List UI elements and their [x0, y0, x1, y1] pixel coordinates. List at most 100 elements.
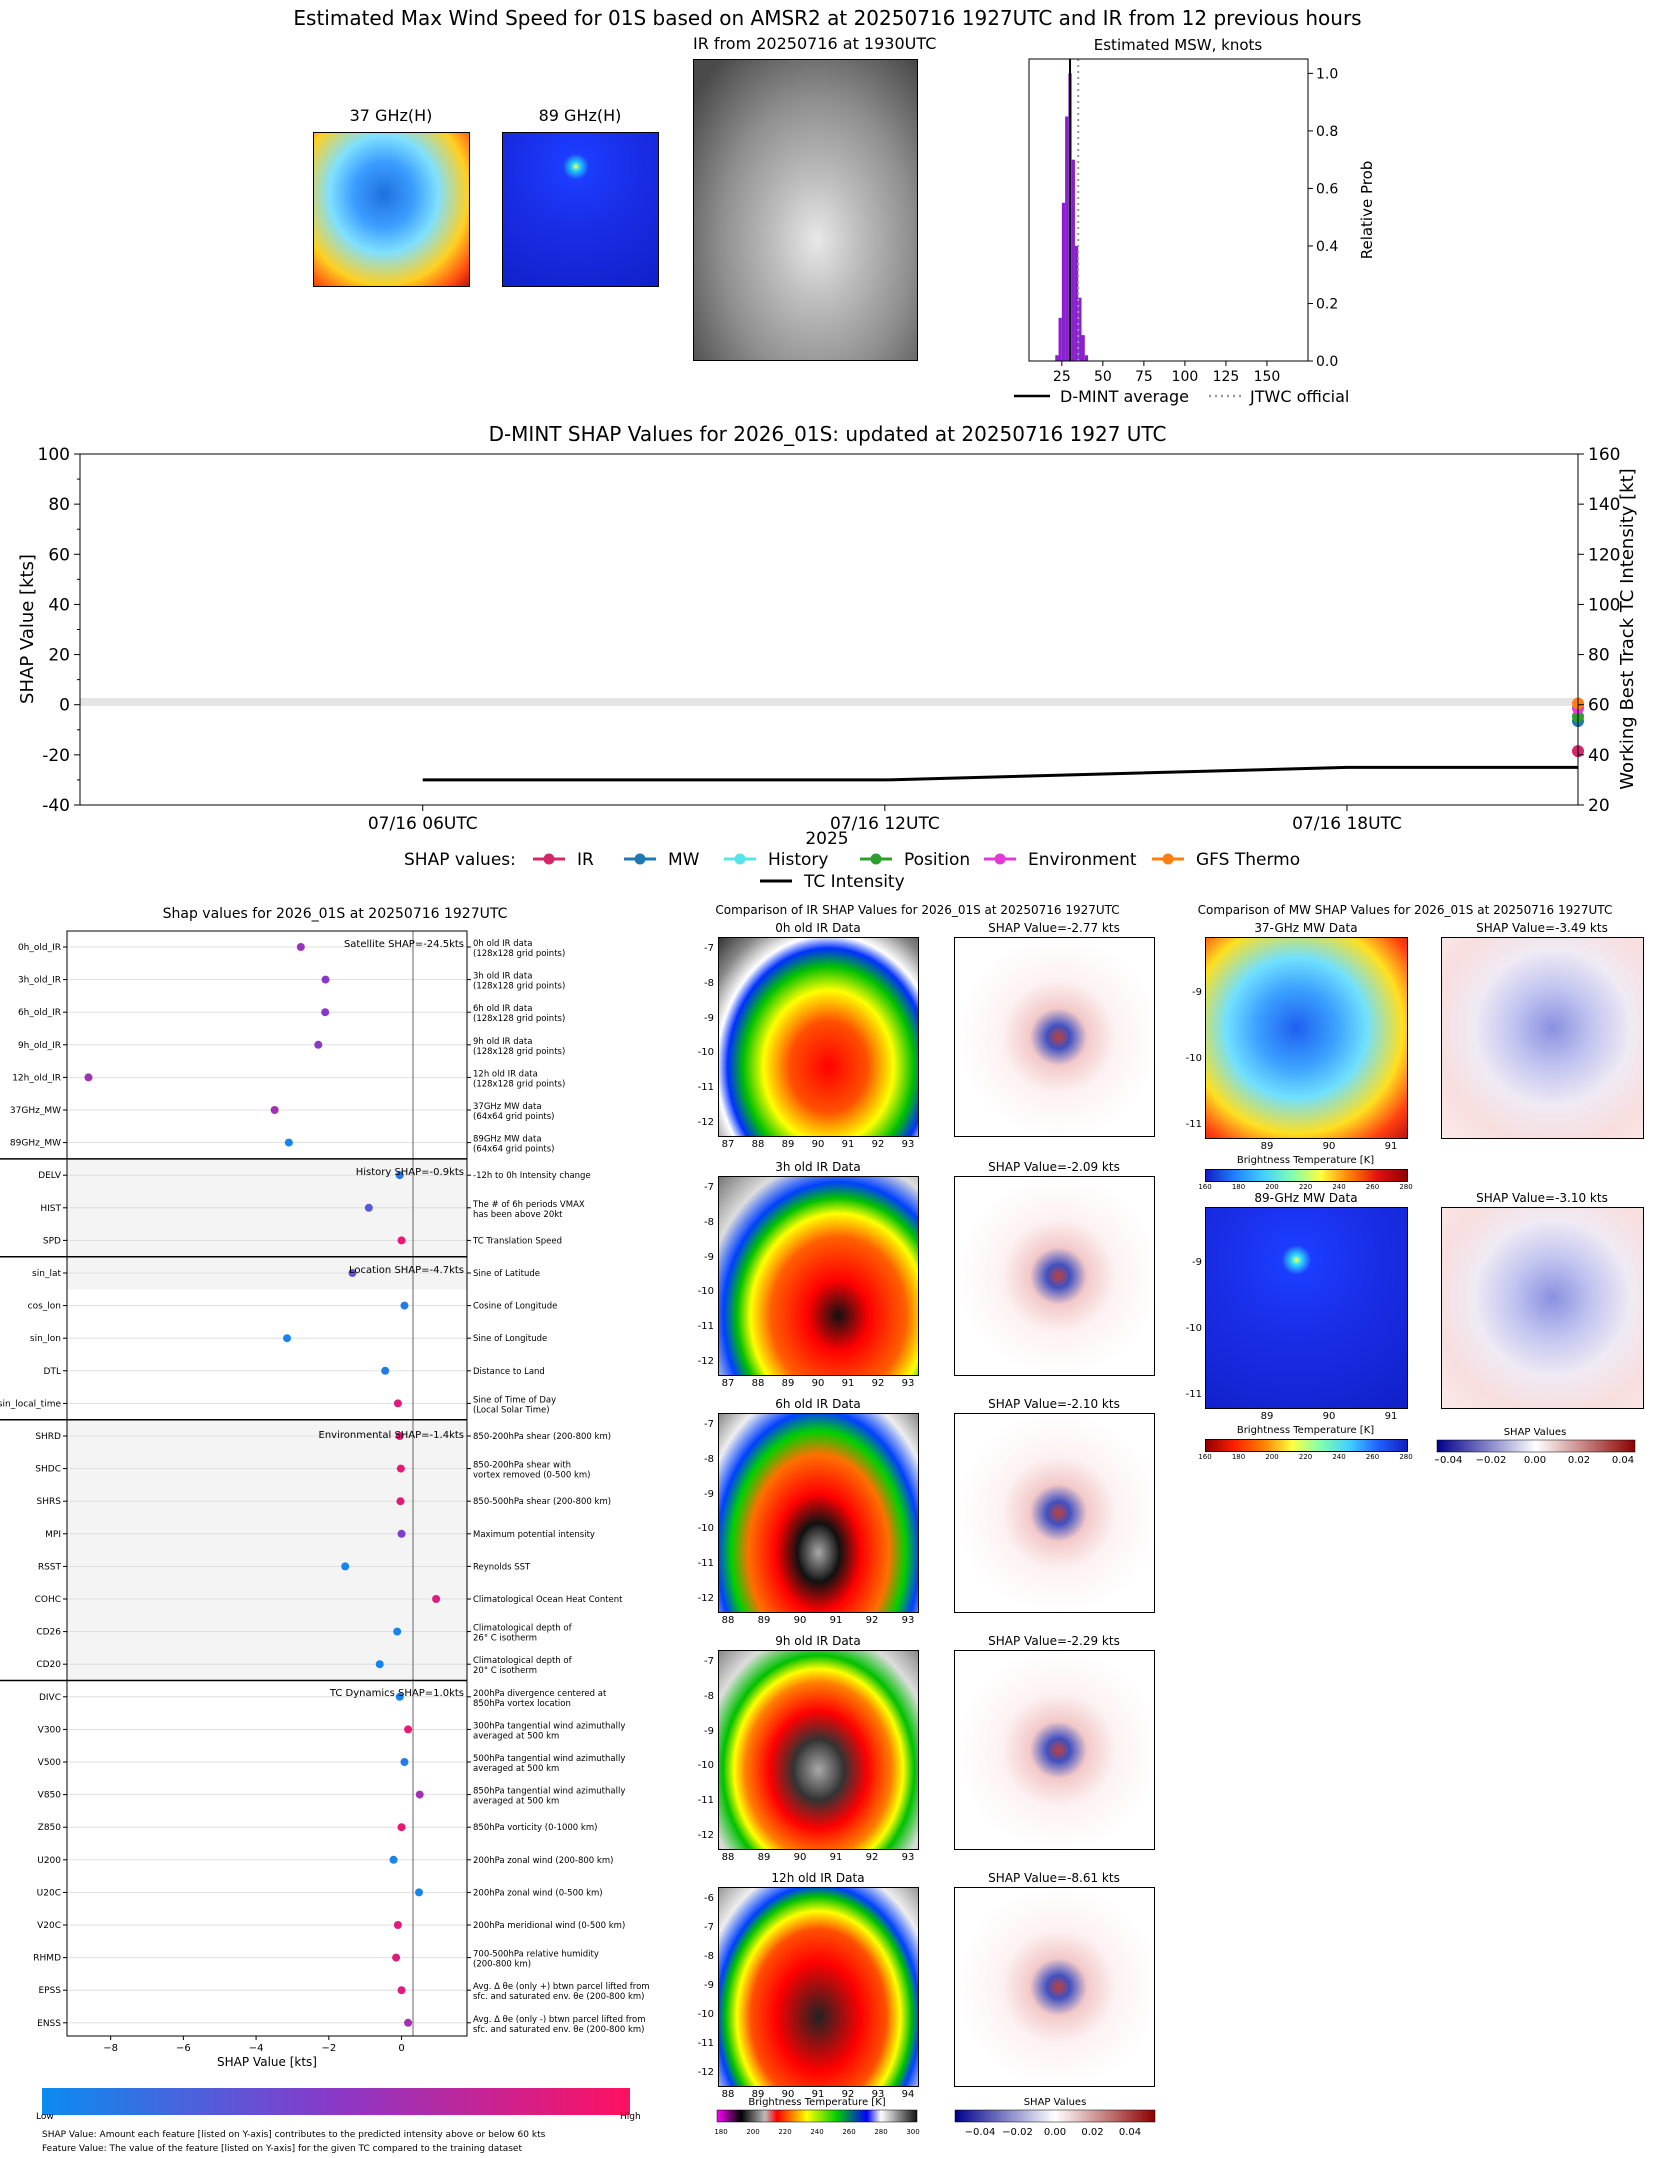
ir-shap-cbar: [954, 2109, 1156, 2123]
ir-ytick: -10: [697, 1286, 714, 1298]
ir-cbar-label: Brightness Temperature [K]: [748, 2097, 885, 2108]
hist-bar: [1081, 335, 1085, 361]
ir-xtick: 93: [901, 1139, 915, 1150]
feature-desc: (64x64 grid points): [473, 1145, 554, 1155]
ir-shap-title: SHAP Value=-2.29 kts: [988, 1634, 1120, 1648]
ir-ytick: -6: [704, 1893, 714, 1904]
hist-bar: [1061, 202, 1066, 361]
feature-point-spd: [397, 1236, 406, 1245]
ts-yticks-right: 160 140 120 100 80 60 40 20: [1578, 445, 1620, 816]
ir-shap-tick: −0.02: [1002, 2127, 1033, 2138]
ir-shap-image: [954, 1176, 1155, 1376]
ir-ytick: -12: [697, 1356, 714, 1367]
ir-ytick: -9: [704, 1725, 714, 1737]
ir-xtick: 92: [871, 1139, 885, 1150]
feature-group-backgrounds: [67, 1158, 467, 1681]
feature-desc: 500hPa tangential wind azimuthally: [473, 1754, 625, 1764]
feature-name: SHRS: [37, 1497, 62, 1507]
feature-point-12h_old_ir: [84, 1073, 93, 1082]
feature-desc: (Local Solar Time): [473, 1405, 550, 1415]
shap-ts-title: D-MINT SHAP Values for 2026_01S: updated…: [488, 422, 1167, 446]
hist-ytick: 0.8: [1316, 124, 1338, 140]
ts-ylabel-right: Working Best Track TC Intensity [kt]: [1617, 468, 1638, 789]
feature-desc: Reynolds SST: [473, 1562, 531, 1572]
ir-shap-tick: 0.02: [1081, 2127, 1103, 2138]
feature-point-rsst: [341, 1562, 350, 1571]
mw-cbar-tick: 160: [1198, 1183, 1212, 1191]
feature-desc: averaged at 500 km: [473, 1797, 559, 1807]
legend-jtwc-label: JTWC official: [1249, 387, 1349, 406]
ir-xtick: 87: [721, 1378, 735, 1389]
ir-xtick: 90: [811, 1378, 825, 1389]
group-label-history: History SHAP=-0.9kts: [356, 1167, 464, 1178]
feature-name: EPSS: [38, 1986, 61, 1996]
feature-name: MPI: [45, 1530, 61, 1540]
feat-xtick: −6: [176, 2043, 191, 2054]
ir-ytick: -7: [704, 943, 714, 954]
ts-xticks: 07/16 06UTC 07/16 12UTC 07/16 18UTC: [368, 805, 1402, 834]
mw-xtick: 91: [1384, 1411, 1398, 1422]
feature-point-9h_old_ir: [314, 1040, 323, 1049]
feature-name: CD26: [36, 1628, 61, 1638]
ir-data-image: [718, 1887, 919, 2087]
feature-desc: 300hPa tangential wind azimuthally: [473, 1721, 625, 1731]
feature-name: sin_lat: [32, 1269, 61, 1279]
legend-marker-position: [870, 853, 882, 865]
feature-name: RSST: [38, 1562, 62, 1572]
hist-bar: [1078, 297, 1082, 361]
mw-cbar-tick: 260: [1365, 1453, 1380, 1461]
ir-xtick: 91: [829, 1615, 843, 1626]
ir-ytick: -11: [697, 1082, 714, 1094]
feature-name: V850: [38, 1791, 62, 1801]
mw-xtick: 89: [1260, 1141, 1274, 1152]
group-separators: [0, 1158, 467, 1682]
ir-xtick: 89: [757, 1615, 771, 1626]
ir-cbar-tick: 300: [906, 2128, 919, 2136]
mw-shap-tick: 0.00: [1524, 1455, 1546, 1465]
feature-desc: 200hPa zonal wind (0-500 km): [473, 1888, 603, 1898]
feature-name: V500: [38, 1758, 62, 1768]
mw-shap-image: [1441, 937, 1644, 1139]
feature-desc: Climatological Ocean Heat Content: [473, 1595, 623, 1605]
ts-ytick-right: 20: [1588, 796, 1610, 816]
feature-name: 3h_old_IR: [18, 976, 61, 986]
ir-ytick: -9: [704, 1012, 714, 1024]
ir-shap-title: SHAP Value=-2.77 kts: [988, 921, 1120, 935]
ts-ytick-right: 60: [1588, 696, 1610, 716]
ir-ytick: -7: [704, 1419, 714, 1430]
ir-ytick: -8: [704, 977, 714, 989]
feature-name: 0h_old_IR: [18, 943, 61, 953]
ir-xtick: 88: [721, 2089, 735, 2100]
feature-desc: 12h old IR data: [473, 1069, 538, 1079]
feature-desc: sfc. and saturated env. θe (200-800 km): [473, 2025, 645, 2035]
feature-name: DELV: [38, 1171, 62, 1181]
feature-point-3h_old_ir: [321, 975, 330, 984]
mw-shap-cbar: [1436, 1439, 1636, 1453]
ir-xtick: 91: [829, 1852, 843, 1863]
mw-cbar-tick: 240: [1332, 1183, 1346, 1191]
feature-point-sin_local_time: [393, 1399, 402, 1408]
feature-desc: -12h to 0h Intensity change: [473, 1171, 591, 1181]
ir-shap-tick: −0.04: [965, 2127, 996, 2138]
ir-xtick: 90: [793, 1615, 807, 1626]
legend-tc-label: TC Intensity: [803, 872, 905, 892]
ir-xtick: 89: [781, 1378, 795, 1389]
feature-desc: The # of 6h periods VMAX: [472, 1200, 585, 1210]
hist-xtick: 25: [1053, 369, 1071, 385]
feature-desc: (128x128 grid points): [473, 949, 565, 959]
feature-desc: 850-200hPa shear with: [473, 1461, 571, 1471]
feature-point-hist: [364, 1203, 373, 1212]
feature-point-z850: [397, 1823, 406, 1832]
ir-shap-title: SHAP Value=-8.61 kts: [988, 1871, 1120, 1885]
feature-point-u20c: [415, 1888, 423, 1897]
ir-ytick: -10: [697, 1760, 714, 1772]
hist-bar: [1084, 355, 1089, 361]
mw-ytick: -9: [1192, 1257, 1202, 1268]
hist-xticks: 25 50 75 100 125 150: [1053, 361, 1280, 385]
feature-desc: 20° C isotherm: [473, 1666, 537, 1676]
feature-point-v20c: [393, 1921, 402, 1929]
feature-desc: 850hPa tangential wind azimuthally: [473, 1787, 625, 1797]
group-label-satellite: Satellite SHAP=-24.5kts: [344, 939, 464, 950]
feature-name: V300: [38, 1725, 62, 1735]
ts-ytick-left: -40: [42, 796, 70, 816]
